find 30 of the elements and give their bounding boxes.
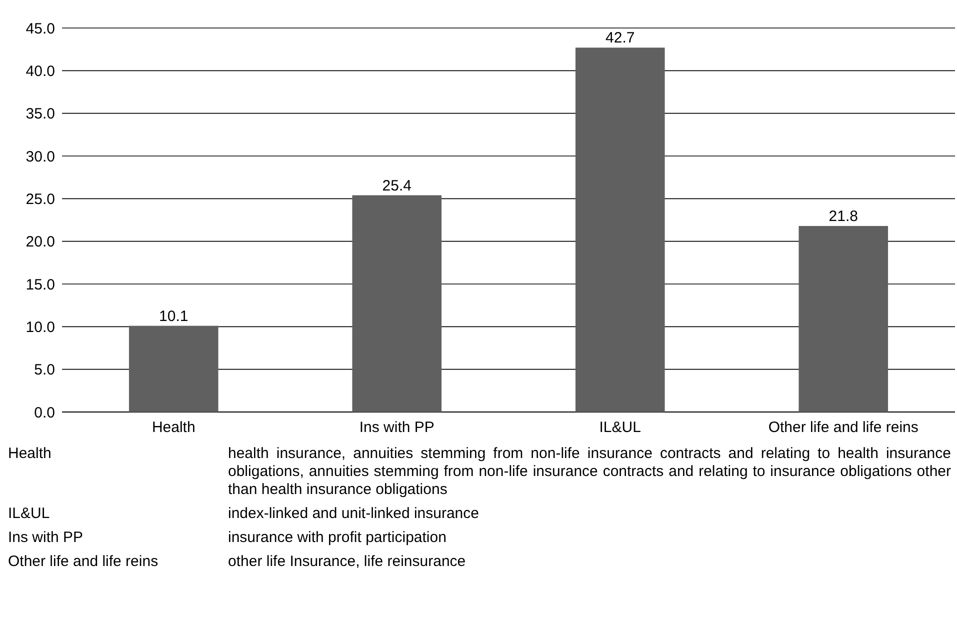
y-tick-label: 15.0 (26, 276, 55, 294)
text: other life Insurance, life reinsurance (228, 553, 467, 571)
y-tick-label: 35.0 (26, 106, 55, 123)
text: index-linked and unit-linked insurance (228, 505, 480, 523)
text: Health (8, 445, 52, 464)
y-tick-label: 25.0 (26, 190, 55, 208)
text: insurance with profit participation (228, 529, 448, 547)
bar (798, 226, 888, 412)
x-tick-label: Ins with PP (359, 419, 434, 436)
text: health insurance, annuities stemming from non-life insurance contracts and relating to health insurance obligations, annuities stemming from non-life insurance contracts and relating to insurance obligations other than health insurance obligations (228, 445, 951, 499)
text: Ins with PP (8, 529, 84, 547)
y-tick-label: 45.0 (26, 20, 55, 38)
y-tick-label: 0.0 (34, 404, 55, 422)
y-tick-label: 30.0 (26, 148, 55, 166)
bar (352, 195, 442, 412)
x-tick-label: IL&UL (599, 419, 641, 436)
x-tick-label: Health (152, 419, 196, 436)
text: IL&UL (8, 505, 51, 523)
y-tick-label: 5.0 (34, 362, 55, 379)
bar (575, 48, 665, 412)
data-label: 42.7 (606, 30, 635, 47)
data-label: 10.1 (159, 308, 188, 325)
text: Other life and life reins (8, 553, 160, 571)
data-label: 21.8 (828, 208, 858, 225)
x-tick-label: Other life and life reins (768, 419, 918, 436)
y-tick-label: 10.0 (26, 318, 55, 336)
data-label: 25.4 (382, 177, 412, 194)
y-tick-label: 40.0 (26, 62, 55, 80)
bar (128, 326, 218, 412)
y-tick-label: 20.0 (26, 234, 55, 251)
